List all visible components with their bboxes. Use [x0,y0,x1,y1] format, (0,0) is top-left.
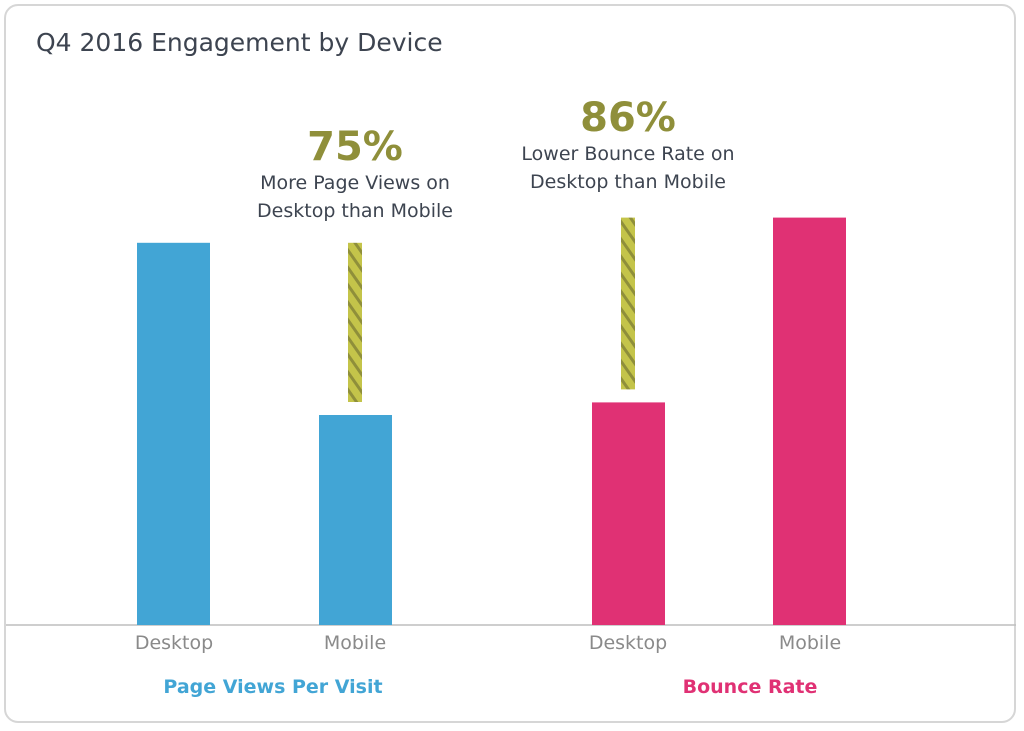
bar-desktop [592,402,665,625]
group-label-bounce-rate: Bounce Rate [682,676,818,698]
bar-mobile [773,217,846,625]
annotation-value: 75% [307,124,403,170]
annotation-line: More Page Views on [260,172,450,194]
chart-title: Q4 2016 Engagement by Device [36,28,443,57]
annotation-bounce-rate: 86% Lower Bounce Rate on Desktop than Mo… [498,96,758,196]
x-tick-label: Desktop [588,632,668,654]
annotation-page-views: 75% More Page Views on Desktop than Mobi… [225,125,485,225]
x-tick-label: Mobile [778,632,842,654]
bar-desktop [137,242,210,626]
difference-hatch-bar [348,242,362,402]
bar-mobile [319,415,392,625]
annotation-line: Lower Bounce Rate on [521,143,735,165]
x-tick-label: Mobile [323,632,387,654]
chart-frame [4,4,1016,723]
difference-hatch-bar [621,217,635,390]
annotation-line: Desktop than Mobile [257,200,453,222]
annotation-value: 86% [580,95,676,141]
group-label-page-views: Page Views Per Visit [163,676,383,698]
x-tick-label: Desktop [134,632,214,654]
annotation-line: Desktop than Mobile [530,171,726,193]
